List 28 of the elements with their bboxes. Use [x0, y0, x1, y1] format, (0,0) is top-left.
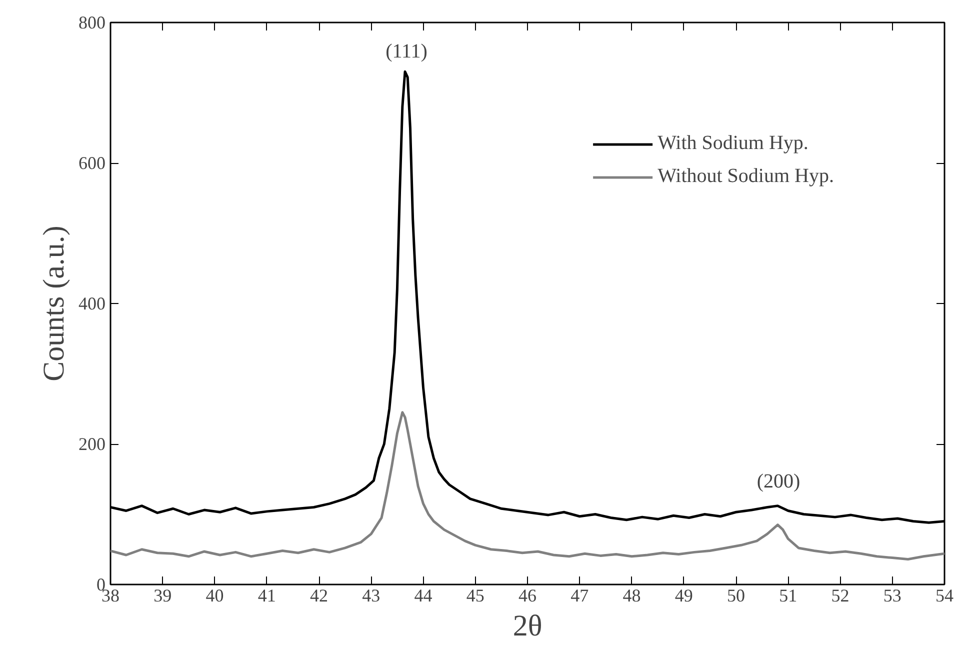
x-tick-label: 51 — [779, 586, 798, 606]
y-tick-label: 400 — [78, 294, 106, 314]
legend-label: With Sodium Hyp. — [658, 132, 808, 155]
line-series — [110, 411, 944, 560]
annotation: (200) — [756, 470, 800, 492]
x-tick-label: 53 — [883, 586, 902, 606]
annotation: (111) — [386, 40, 428, 62]
x-tick-label: 41 — [258, 586, 276, 606]
x-tick-label: 49 — [674, 586, 693, 606]
y-tick-label: 200 — [78, 434, 106, 454]
x-tick-label: 54 — [936, 586, 954, 606]
x-tick-label: 52 — [831, 586, 850, 606]
x-tick-label: 44 — [414, 586, 432, 606]
x-axis-title: 2θ — [512, 610, 542, 642]
x-tick-label: 48 — [622, 586, 641, 606]
x-tick-label: 43 — [362, 586, 380, 606]
x-tick-label: 42 — [310, 586, 328, 606]
legend-label: Without Sodium Hyp. — [658, 165, 834, 188]
x-tick-label: 46 — [518, 586, 536, 606]
x-tick-label: 47 — [570, 586, 589, 606]
y-tick-label: 600 — [78, 153, 106, 173]
x-tick-label: 40 — [206, 586, 224, 606]
x-tick-label: 39 — [154, 586, 172, 606]
x-tick-label: 50 — [727, 586, 745, 606]
x-tick-label: 45 — [466, 586, 484, 606]
y-axis-title: Counts (a.u.) — [38, 226, 70, 382]
y-tick-label: 0 — [96, 574, 106, 594]
y-tick-label: 800 — [78, 12, 106, 32]
